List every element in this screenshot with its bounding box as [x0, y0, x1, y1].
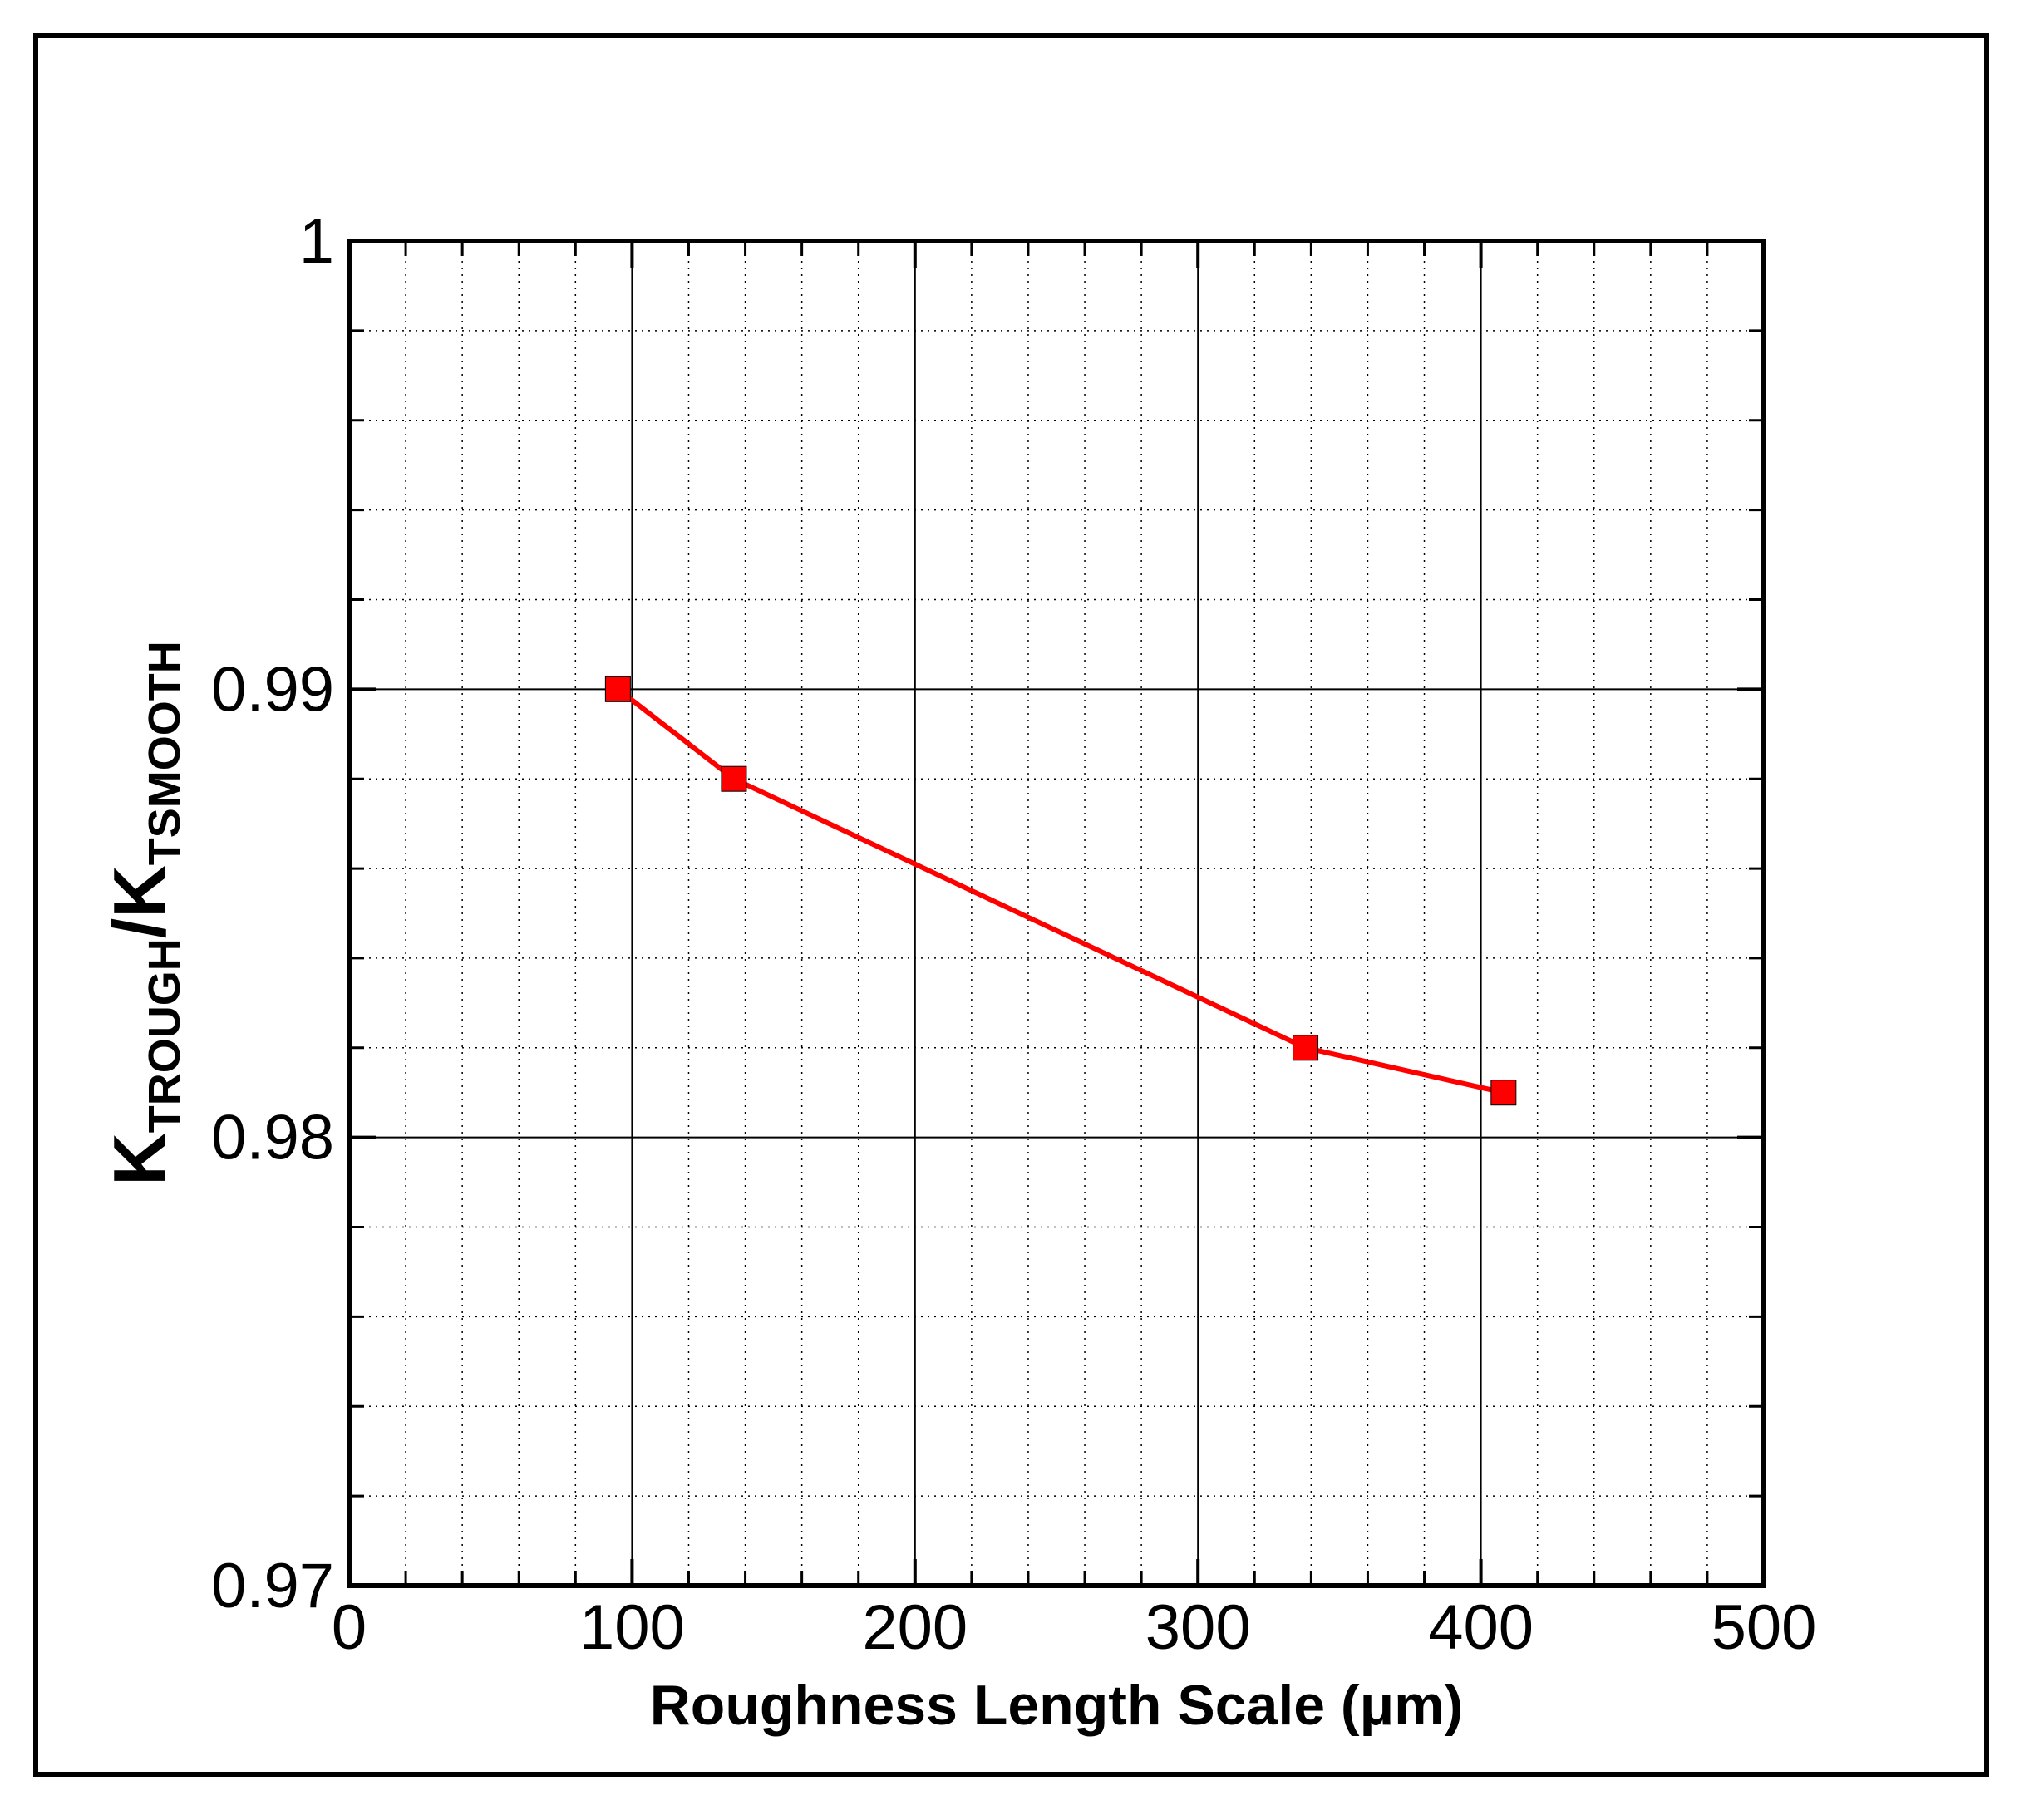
y-tick-label: 1 — [299, 206, 334, 277]
data-point-marker — [1490, 1080, 1517, 1106]
data-point-marker — [604, 676, 631, 702]
y-tick-label: 0.98 — [211, 1103, 334, 1173]
y-axis-title-k1: K — [98, 1133, 180, 1186]
figure-frame — [33, 33, 1989, 1777]
data-point-marker — [1293, 1035, 1319, 1061]
x-tick-labels: 0 100 200 300 400 500 — [332, 1592, 1817, 1663]
y-axis-title-sub1: TROUGH — [140, 938, 190, 1133]
y-tick-label: 0.97 — [211, 1551, 334, 1621]
x-axis-title: Roughness Length Scale (μm) — [650, 1674, 1464, 1737]
minor-grid — [349, 241, 1764, 1586]
plot-area — [347, 239, 1766, 1588]
series-layer — [604, 676, 1517, 1106]
y-axis-title-sub2: TSMOOTH — [140, 641, 190, 865]
x-tick-label: 400 — [1428, 1592, 1534, 1663]
y-axis-title: KTROUGH/KTSMOOTH — [98, 641, 190, 1186]
major-grid — [349, 241, 1764, 1586]
x-tick-label: 300 — [1145, 1592, 1251, 1663]
x-tick-label: 100 — [579, 1592, 685, 1663]
y-tick-labels: 0.97 0.98 0.99 1 — [211, 206, 334, 1621]
series-line — [616, 686, 1505, 1095]
x-tick-label: 500 — [1711, 1592, 1817, 1663]
axis-ticks — [347, 239, 1766, 1587]
y-axis-title-sep: /K — [98, 865, 180, 938]
x-tick-label: 0 — [332, 1592, 367, 1663]
x-tick-label: 200 — [862, 1592, 968, 1663]
y-tick-label: 0.99 — [211, 654, 334, 725]
data-point-marker — [721, 765, 747, 792]
